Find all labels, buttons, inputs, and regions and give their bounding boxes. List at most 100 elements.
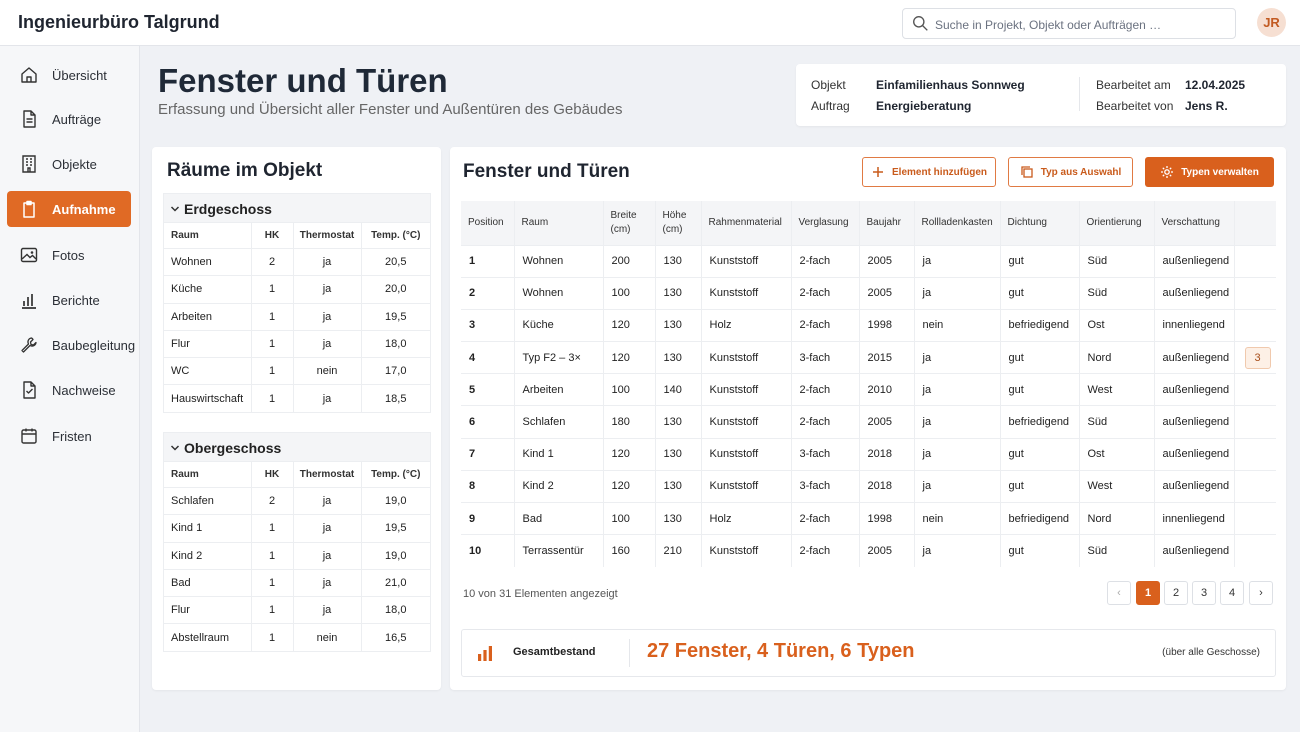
gear-icon: [1161, 166, 1174, 178]
column-header[interactable]: Orientierung: [1078, 201, 1154, 245]
table-cell: Ost: [1078, 437, 1154, 471]
room-row[interactable]: Flur 1 ja 18,0: [164, 329, 430, 358]
room-cell: ja: [292, 384, 361, 413]
sidebar-item-aufnahme[interactable]: Aufnahme: [7, 191, 131, 227]
summary-note: (über alle Geschosse): [1162, 647, 1260, 658]
summary-label: Gesamtbestand: [513, 646, 596, 658]
page-button-1[interactable]: 1: [1136, 581, 1160, 605]
room-cell: 1: [250, 384, 293, 413]
column-header[interactable]: Breite (cm): [602, 201, 655, 245]
sidebar-item-fotos[interactable]: Fotos: [7, 237, 131, 273]
table-row[interactable]: 8 Kind 2 120 130 Kunststoff 3-fach 2018 ja gut We…: [461, 469, 1276, 503]
table-cell: ja: [913, 341, 1000, 374]
table-cell: Kind 2: [513, 469, 603, 503]
table-row[interactable]: 6 Schlafen 180 130 Kunststoff 2-fach 2005 ja bef…: [461, 405, 1276, 439]
room-row[interactable]: Kind 2 1 ja 19,0: [164, 541, 430, 570]
room-row[interactable]: WC 1 nein 17,0: [164, 357, 430, 385]
sidebar-item-auftraege[interactable]: Aufträge: [7, 101, 131, 137]
floor-header-obergeschoss[interactable]: Obergeschoss: [164, 433, 430, 461]
table-cell: Bad: [513, 501, 603, 535]
column-header[interactable]: Position: [461, 201, 514, 245]
copy-type-button[interactable]: Typ aus Auswahl: [1008, 157, 1133, 187]
room-cell: ja: [292, 247, 361, 276]
room-row[interactable]: Bad 1 ja 21,0: [164, 568, 430, 597]
next-page-button[interactable]: ›: [1249, 581, 1273, 605]
room-row[interactable]: Arbeiten 1 ja 19,5: [164, 302, 430, 331]
group-count-cell: [1233, 308, 1276, 342]
column-header[interactable]: Dichtung: [999, 201, 1079, 245]
page-button-2[interactable]: 2: [1164, 581, 1188, 605]
avatar[interactable]: JR: [1257, 8, 1286, 37]
room-cell: ja: [292, 329, 361, 358]
table-cell: Holz: [700, 501, 791, 535]
room-row[interactable]: Kind 1 1 ja 19,5: [164, 514, 430, 543]
table-cell: 130: [654, 501, 701, 535]
column-header[interactable]: Verschattung: [1153, 201, 1234, 245]
table-cell: 3-fach: [790, 437, 859, 471]
group-count-cell: [1233, 276, 1276, 310]
room-row[interactable]: Wohnen 2 ja 20,5: [164, 247, 430, 276]
sidebar-item-fristen[interactable]: Fristen: [7, 418, 131, 454]
table-cell: 210: [654, 534, 701, 567]
search-input[interactable]: Suche in Projekt, Objekt oder Aufträgen …: [902, 8, 1236, 39]
page-button-3[interactable]: 3: [1192, 581, 1216, 605]
prev-page-button[interactable]: ‹: [1107, 581, 1131, 605]
table-row[interactable]: 9 Bad 100 130 Holz 2-fach 1998 nein befriedigend…: [461, 501, 1276, 535]
top-bar: Ingenieurbüro Talgrund Suche in Projekt,…: [0, 0, 1300, 46]
column-header[interactable]: Verglasung: [790, 201, 859, 245]
table-cell: ja: [913, 469, 1000, 503]
position-cell: 5: [461, 373, 514, 406]
column-header[interactable]: Rollladenkasten: [913, 201, 1000, 245]
manage-types-button[interactable]: Typen verwalten: [1145, 157, 1274, 187]
add-element-button[interactable]: Element hinzufügen: [862, 157, 996, 187]
table-row[interactable]: 3 Küche 120 130 Holz 2-fach 1998 nein befriedige…: [461, 308, 1276, 342]
table-row[interactable]: 4 Typ F2 – 3× 120 130 Kunststoff 3-fach 2015 ja…: [461, 341, 1276, 374]
table-cell: befriedigend: [999, 501, 1079, 535]
table-row[interactable]: 2 Wohnen 100 130 Kunststoff 2-fach 2005 ja gut Sü…: [461, 276, 1276, 310]
table-cell: nein: [913, 308, 1000, 342]
table-cell: Kunststoff: [700, 373, 791, 406]
room-row[interactable]: Flur 1 ja 18,0: [164, 596, 430, 624]
table-cell: ja: [913, 437, 1000, 471]
column-header[interactable]: Höhe (cm): [654, 201, 701, 245]
certificate-icon: [23, 381, 36, 399]
room-row[interactable]: Abstellraum 1 nein 16,5: [164, 623, 430, 652]
room-cell: 17,0: [360, 357, 430, 385]
info-divider: [1079, 77, 1080, 111]
table-cell: Schlafen: [513, 405, 603, 439]
table-cell: ja: [913, 244, 1000, 278]
sidebar-item-objekte[interactable]: Objekte: [7, 146, 131, 182]
table-row[interactable]: 7 Kind 1 120 130 Kunststoff 3-fach 2018 ja gut Os…: [461, 437, 1276, 471]
room-row[interactable]: Schlafen 2 ja 19,0: [164, 486, 430, 515]
table-cell: 2-fach: [790, 373, 859, 406]
room-row[interactable]: Hauswirtschaft 1 ja 18,5: [164, 384, 430, 413]
column-header[interactable]: Rahmenmaterial: [700, 201, 791, 245]
sidebar-item-uebersicht[interactable]: Übersicht: [7, 57, 131, 93]
table-cell: 100: [602, 373, 655, 406]
copy-icon: [1021, 166, 1033, 178]
room-cell: Hauswirtschaft: [164, 384, 251, 413]
table-row[interactable]: 10 Terrassentür 160 210 Kunststoff 2-fach 2005…: [461, 534, 1276, 567]
column-header[interactable]: Baujahr: [858, 201, 914, 245]
column-header[interactable]: [1233, 201, 1276, 245]
table-cell: 120: [602, 437, 655, 471]
windows-title: Fenster und Türen: [463, 161, 630, 182]
sidebar-item-baubegleitung[interactable]: Baubegleitung: [7, 327, 135, 363]
table-row[interactable]: 5 Arbeiten 100 140 Kunststoff 2-fach 2010 ja gut…: [461, 373, 1276, 406]
page-button-4[interactable]: 4: [1220, 581, 1244, 605]
floor-header-erdgeschoss[interactable]: Erdgeschoss: [164, 194, 430, 222]
group-count-badge[interactable]: 3: [1244, 346, 1271, 369]
room-cell: 20,0: [360, 275, 430, 304]
room-cell: WC: [164, 357, 251, 385]
room-cell: 19,5: [360, 514, 430, 543]
position-cell: 4: [461, 341, 514, 374]
table-cell: 2-fach: [790, 276, 859, 310]
sidebar-item-nachweise[interactable]: Nachweise: [7, 372, 131, 408]
sidebar-item-berichte[interactable]: Berichte: [7, 282, 131, 318]
column-header: Thermostat: [292, 461, 361, 488]
column-header[interactable]: Raum: [513, 201, 603, 245]
table-row[interactable]: 1 Wohnen 200 130 Kunststoff 2-fach 2005 ja gut Sü…: [461, 244, 1276, 278]
table-cell: 2015: [858, 341, 914, 374]
group-count-cell: [1233, 373, 1276, 406]
room-row[interactable]: Küche 1 ja 20,0: [164, 275, 430, 304]
